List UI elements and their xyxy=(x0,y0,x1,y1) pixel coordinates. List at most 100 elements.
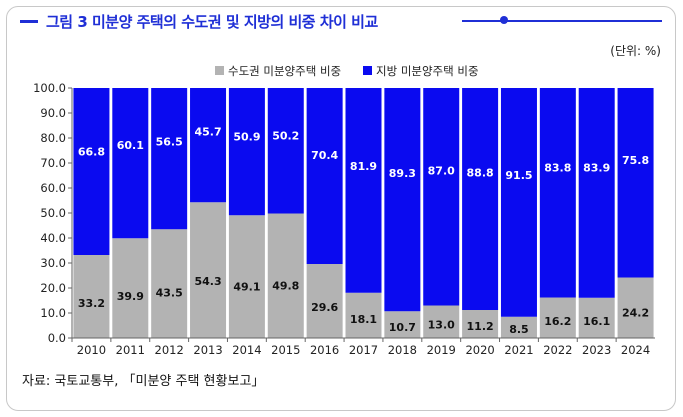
bar-regional xyxy=(423,88,460,306)
data-label-regional: 50.9 xyxy=(233,130,260,143)
source-note: 자료: 국토교통부, 「미분양 주택 현황보고」 xyxy=(22,374,265,389)
bar-capital xyxy=(617,277,654,338)
data-label-capital: 49.8 xyxy=(272,280,299,293)
x-tick-label: 2024 xyxy=(621,343,650,357)
data-label-regional: 75.8 xyxy=(622,154,649,167)
bar-capital xyxy=(578,297,615,338)
bar-regional xyxy=(73,88,110,255)
bar-capital xyxy=(462,310,499,338)
x-tick-label: 2020 xyxy=(465,343,494,357)
bar-capital xyxy=(267,213,304,338)
bar-capital xyxy=(73,255,110,338)
data-label-regional: 89.3 xyxy=(389,167,416,180)
figure-title-text: 그림 3 미분양 주택의 수도권 및 지방의 비중 차이 비교 xyxy=(46,12,378,31)
bar-capital xyxy=(345,292,382,338)
y-tick-label: 20.0 xyxy=(40,281,66,295)
bar-regional xyxy=(228,88,265,216)
title-dash xyxy=(20,19,38,23)
bar-capital xyxy=(423,305,460,338)
x-tick-label: 2016 xyxy=(310,343,339,357)
y-tick-label: 80.0 xyxy=(40,131,66,145)
x-tick-label: 2017 xyxy=(349,343,378,357)
bar-regional xyxy=(345,88,382,293)
data-label-regional: 56.5 xyxy=(156,136,183,149)
x-tick-label: 2023 xyxy=(582,343,611,357)
data-label-capital: 24.2 xyxy=(622,307,649,320)
y-tick-label: 60.0 xyxy=(40,181,66,195)
data-label-capital: 13.0 xyxy=(428,318,455,331)
data-label-capital: 43.5 xyxy=(156,286,183,299)
data-label-capital: 16.1 xyxy=(583,315,610,328)
data-label-capital: 16.2 xyxy=(544,315,571,328)
y-tick-label: 0.0 xyxy=(48,331,66,345)
y-tick-label: 40.0 xyxy=(40,231,66,245)
data-label-regional: 50.2 xyxy=(272,130,299,143)
title-rule xyxy=(462,20,662,22)
legend-swatch xyxy=(215,66,224,75)
bar-capital xyxy=(112,238,149,338)
bar-regional xyxy=(500,88,537,317)
data-label-regional: 87.0 xyxy=(428,165,455,178)
data-label-regional: 45.7 xyxy=(194,125,221,138)
y-tick-label: 30.0 xyxy=(40,256,66,270)
y-tick-label: 70.0 xyxy=(40,156,66,170)
x-tick-label: 2013 xyxy=(193,343,222,357)
bar-regional xyxy=(462,88,499,310)
bar-regional xyxy=(578,88,615,298)
data-label-capital: 54.3 xyxy=(194,275,221,288)
x-tick-label: 2021 xyxy=(504,343,533,357)
legend-label: 수도권 미분양주택 비중 xyxy=(228,64,341,78)
x-tick-label: 2011 xyxy=(116,343,145,357)
bar-regional xyxy=(539,88,576,298)
data-label-capital: 18.1 xyxy=(350,313,377,326)
bar-regional xyxy=(112,88,149,239)
data-label-capital: 11.2 xyxy=(467,320,494,333)
x-tick-label: 2010 xyxy=(77,343,106,357)
bar-capital xyxy=(228,215,265,338)
bar-capital xyxy=(306,264,343,338)
title-dot xyxy=(500,16,508,24)
bar-regional xyxy=(306,88,343,264)
data-label-regional: 88.8 xyxy=(467,166,494,179)
x-tick-label: 2012 xyxy=(155,343,184,357)
x-tick-label: 2018 xyxy=(388,343,417,357)
bar-regional xyxy=(267,88,304,214)
data-label-regional: 70.4 xyxy=(311,149,338,162)
bar-capital xyxy=(500,316,537,338)
data-label-regional: 60.1 xyxy=(117,139,144,152)
y-tick-label: 100.0 xyxy=(33,81,66,95)
data-label-capital: 39.9 xyxy=(117,290,144,303)
x-tick-label: 2019 xyxy=(427,343,456,357)
data-label-capital: 10.7 xyxy=(389,321,416,334)
data-label-capital: 8.5 xyxy=(509,323,529,336)
bar-regional xyxy=(384,88,421,312)
figure-title: 그림 3 미분양 주택의 수도권 및 지방의 비중 차이 비교 xyxy=(20,11,378,31)
data-label-capital: 49.1 xyxy=(233,280,260,293)
x-tick-label: 2014 xyxy=(232,343,261,357)
y-tick-label: 90.0 xyxy=(40,106,66,120)
data-label-regional: 91.5 xyxy=(505,169,532,182)
chart-legend: 수도권 미분양주택 비중 지방 미분양주택 비중 xyxy=(215,64,479,78)
bar-group: 33.2 66.8 39.9 60.1 43.5 56.5 54.3 45.7 49.1 50.9… xyxy=(73,88,654,338)
data-label-capital: 29.6 xyxy=(311,301,338,314)
x-tick-label: 2022 xyxy=(543,343,572,357)
legend-label: 지방 미분양주택 비중 xyxy=(376,64,479,78)
data-label-regional: 81.9 xyxy=(350,160,377,173)
chart-axes: 2010 2011 2012 2013 2014 2015 2016 2017 2018 2019… xyxy=(33,81,655,357)
data-label-regional: 66.8 xyxy=(78,145,105,158)
data-label-regional: 83.8 xyxy=(544,162,571,175)
bar-capital xyxy=(384,311,421,338)
bar-capital xyxy=(151,229,188,338)
data-label-regional: 83.9 xyxy=(583,162,610,175)
x-tick-label: 2015 xyxy=(271,343,300,357)
bar-capital xyxy=(190,202,227,338)
y-tick-label: 50.0 xyxy=(40,206,66,220)
bar-regional xyxy=(151,88,188,230)
legend-swatch xyxy=(363,66,372,75)
bar-regional xyxy=(617,88,654,278)
bar-regional xyxy=(190,88,227,203)
bar-capital xyxy=(539,297,576,338)
y-tick-label: 10.0 xyxy=(40,306,66,320)
data-label-capital: 33.2 xyxy=(78,297,105,310)
